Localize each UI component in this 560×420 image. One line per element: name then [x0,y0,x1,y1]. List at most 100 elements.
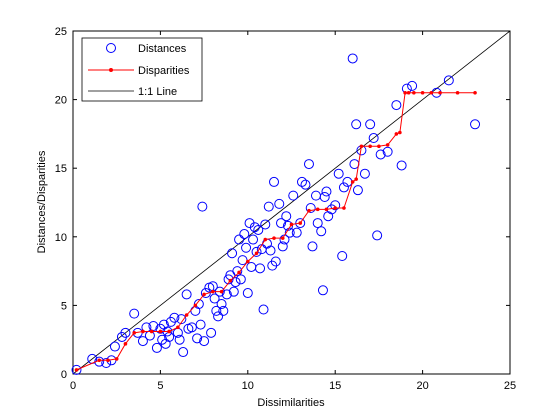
distance-point [382,146,393,157]
distance-point [178,347,189,358]
disparities-line [76,92,476,371]
distance-point [197,201,208,212]
distance-point [258,304,269,315]
disparity-point [324,207,329,212]
disparity-point [429,90,434,95]
x-axis-title: Dissimilarities [257,397,325,409]
distance-point [227,248,238,259]
distance-point [375,149,386,160]
distance-point [312,218,323,229]
distance-point [281,211,292,222]
x-tick-label: 5 [157,380,163,392]
distance-point [253,224,264,235]
disparity-point [219,289,224,294]
distance-point [260,219,271,230]
distance-point [265,245,276,256]
distance-point [228,286,239,297]
disparity-point [368,144,372,149]
distance-point [218,305,229,316]
distance-point [221,289,232,300]
disparity-point [298,221,303,225]
disparity-point [289,222,294,227]
distance-point [270,256,281,267]
x-tick-label: 15 [329,380,341,392]
legend-label-disparities: Disparities [138,65,190,77]
y-tick-label: 25 [55,26,67,38]
y-tick-label: 5 [61,300,67,312]
distance-point [284,227,295,238]
y-tick-label: 0 [61,369,67,381]
legend-label-distances: Distances [138,43,187,55]
distance-point [241,242,252,253]
distance-point [209,293,220,304]
disparity-point [237,270,241,275]
distance-point [200,288,211,299]
disparity-point [123,342,128,346]
distance-point [235,274,246,285]
disparity-point [106,358,110,363]
disparity-point [211,289,215,294]
distance-point [251,246,262,257]
disparity-point [398,130,402,135]
distance-point [109,341,120,352]
x-tick-label: 0 [70,380,76,392]
distance-point [216,299,227,310]
distance-point [365,119,376,130]
x-tick-label: 10 [242,380,254,392]
distance-point [186,322,197,333]
distance-point [176,314,187,325]
distance-point [169,312,180,323]
distance-point [232,266,243,277]
distance-point [255,263,266,274]
distance-point [307,241,318,252]
distance-point [195,319,206,330]
disparity-point [406,90,411,95]
distance-point [359,168,370,179]
disparity-point [132,331,136,335]
disparity-point [202,292,206,297]
distance-point [300,179,311,190]
disparity-point [74,368,79,372]
distance-point [368,133,379,144]
disparity-point [377,144,381,149]
distance-point [263,201,274,212]
disparity-point [272,236,276,240]
distance-point [317,285,328,296]
disparity-point [149,329,154,334]
disparity-point [403,90,407,95]
distance-point [277,241,288,252]
distance-point [333,168,344,179]
disparity-point [394,132,399,136]
distance-point [295,218,306,229]
distance-point [337,251,348,262]
legend-marker-distances [106,43,116,53]
disparity-point [280,236,285,240]
y-tick-label: 20 [55,95,67,107]
distance-point [249,222,260,233]
legend: Distances Disparities 1:1 Line [81,37,203,102]
disparity-point [97,358,102,363]
distance-point [391,100,402,111]
distance-point [470,119,481,130]
distance-point [192,333,203,344]
distance-point [291,227,302,238]
distance-point [305,202,316,213]
distance-point [137,336,148,347]
distance-point [71,364,82,375]
distance-point [234,234,245,245]
distance-point [101,358,112,369]
distance-point [396,160,407,171]
disparity-point [359,144,364,149]
distance-point [211,305,222,316]
distances-points [71,53,481,375]
distance-point [174,334,185,345]
axis-ticks [72,30,511,375]
disparity-point [350,180,355,184]
legend-marker-disparities [109,68,113,72]
distance-point [120,327,131,338]
disparity-point [167,329,171,334]
distance-point [407,80,418,91]
disparity-point [385,143,390,147]
disparity-point [176,325,180,330]
disparity-point [333,206,338,210]
